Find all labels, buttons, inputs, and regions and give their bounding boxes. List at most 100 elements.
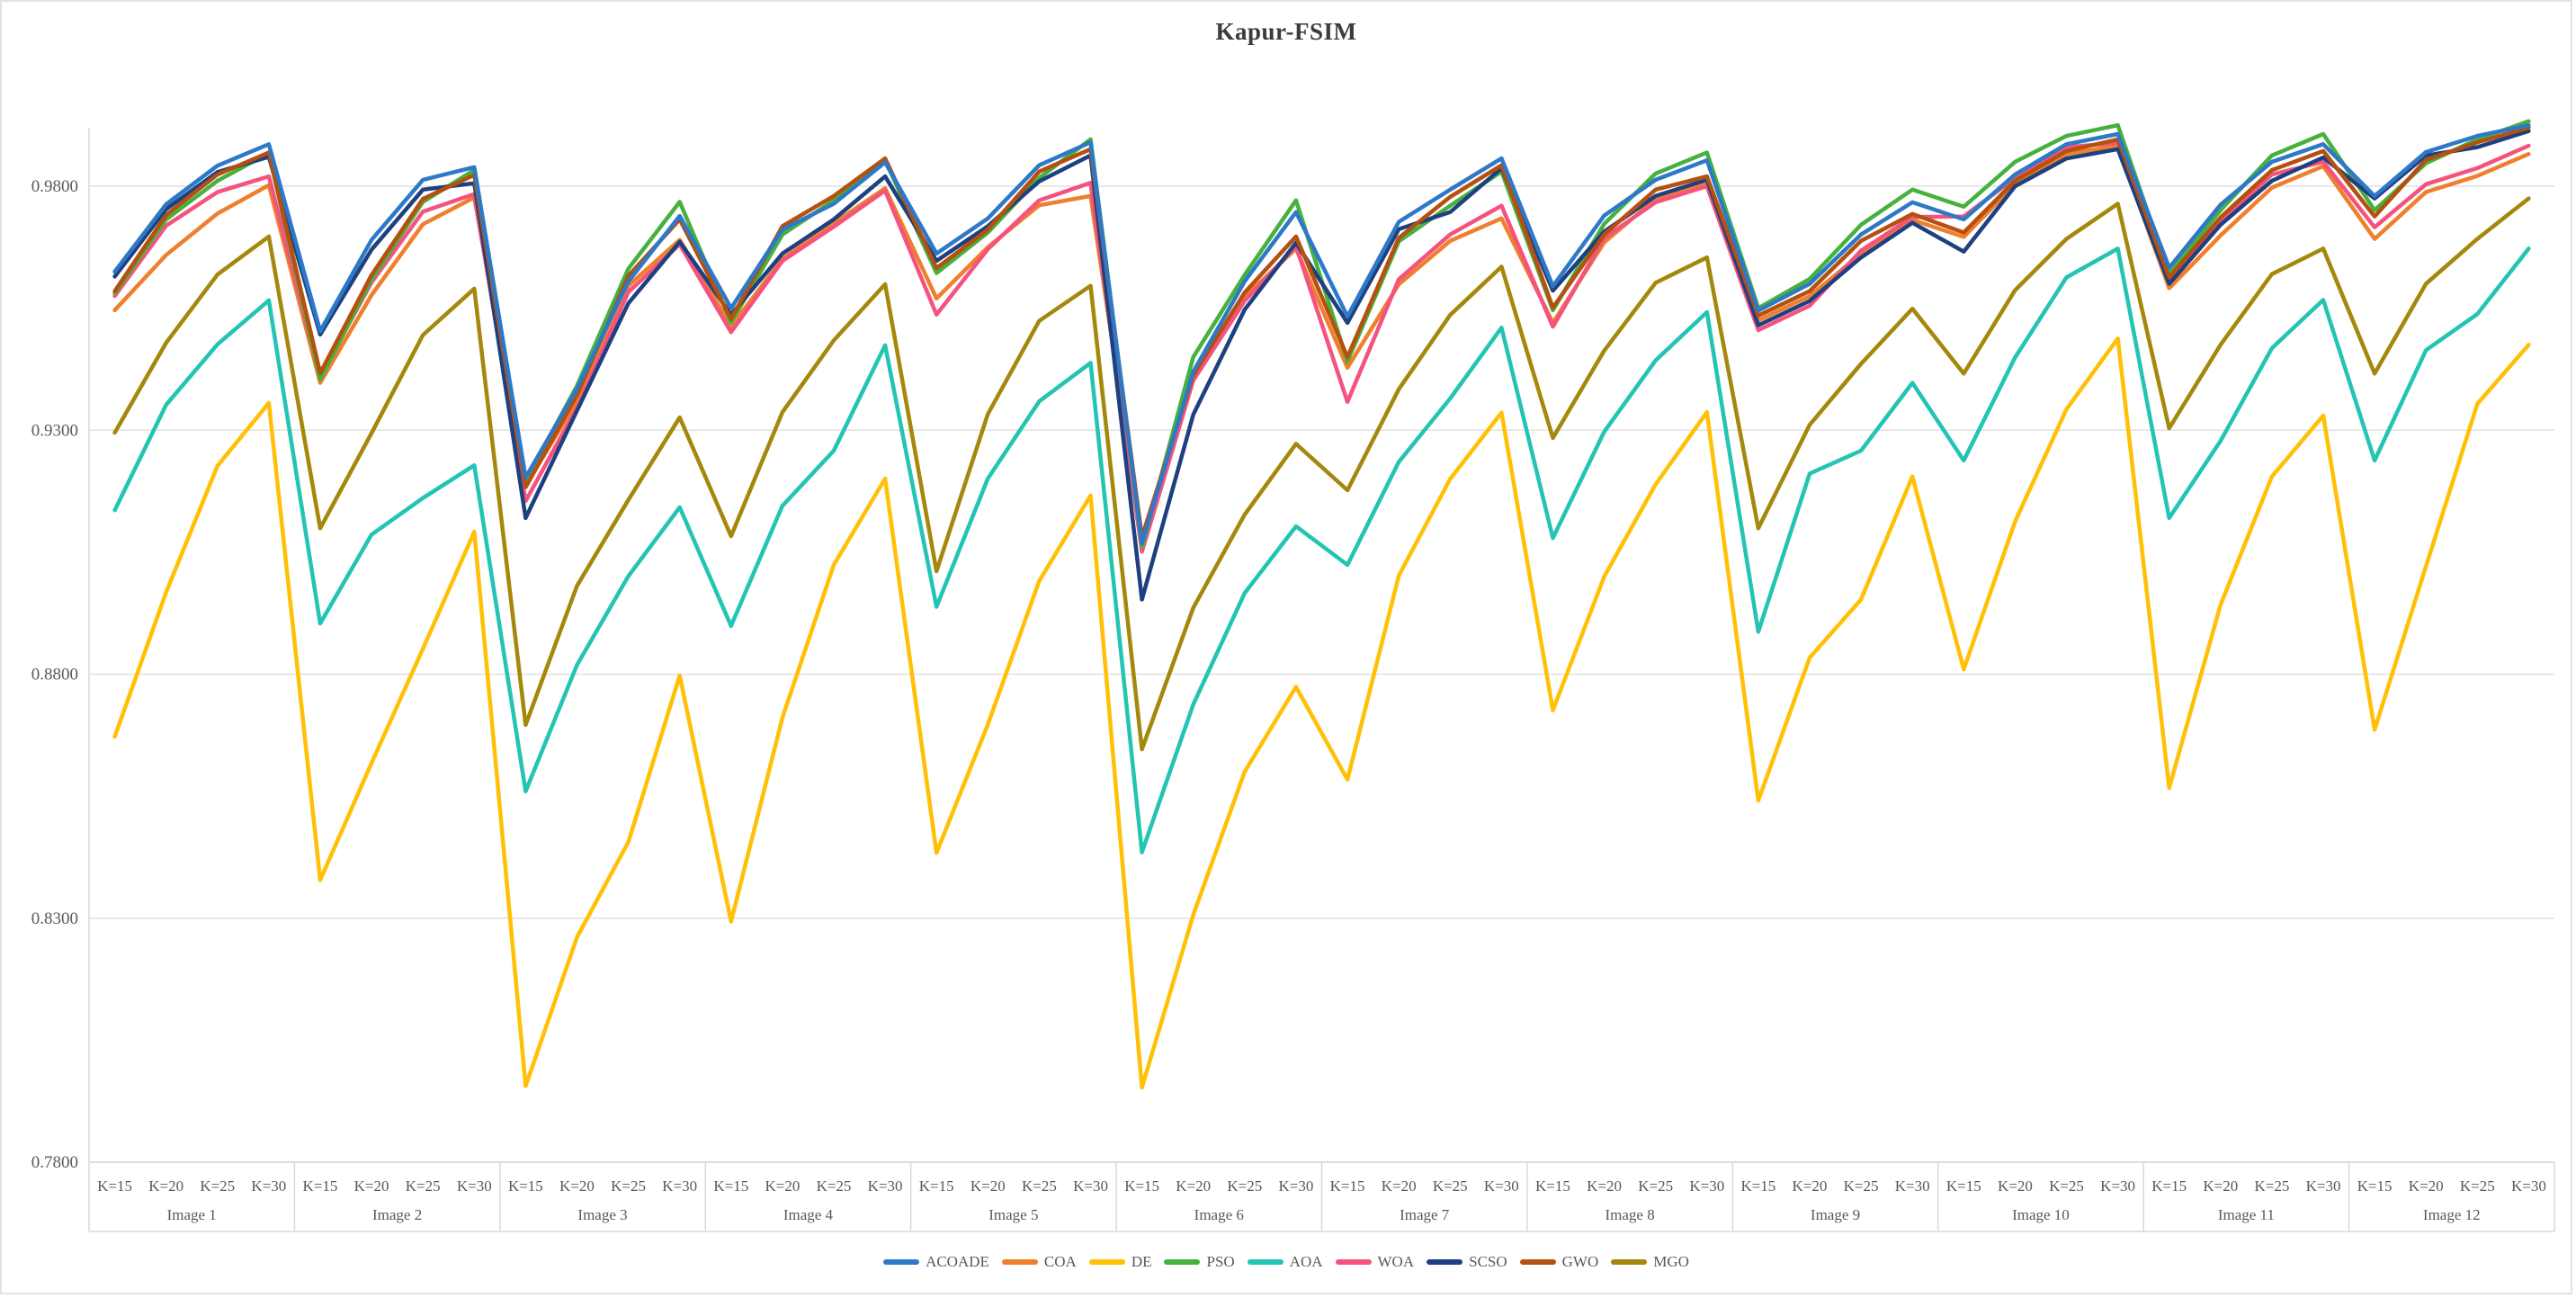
legend-item-SCSO[interactable]: SCSO [1427, 1253, 1507, 1271]
y-tick-label: 0.7800 [31, 1153, 78, 1172]
k-tick-label: K=25 [1227, 1177, 1262, 1195]
group-label: Image 4 [783, 1206, 834, 1223]
k-tick-label: K=15 [1946, 1177, 1981, 1195]
group-label: Image 7 [1400, 1206, 1450, 1223]
k-tick-label: K=15 [919, 1177, 954, 1195]
k-tick-label: K=25 [200, 1177, 235, 1195]
chart-title: Kapur-FSIM [1215, 18, 1357, 45]
group-label: Image 11 [2218, 1206, 2275, 1223]
series-line-ACOADE [112, 122, 2531, 546]
k-tick-label: K=30 [1279, 1177, 1314, 1195]
k-tick-label: K=15 [1535, 1177, 1570, 1195]
k-tick-label: K=25 [406, 1177, 441, 1195]
group-label: Image 12 [2423, 1206, 2481, 1223]
k-tick-label: K=30 [1689, 1177, 1724, 1195]
legend-swatch-icon [883, 1259, 920, 1265]
k-tick-label: K=20 [148, 1177, 183, 1195]
k-tick-label: K=25 [2460, 1177, 2495, 1195]
y-tick-label: 0.9800 [31, 177, 78, 196]
k-tick-label: K=20 [1587, 1177, 1622, 1195]
k-tick-label: K=25 [611, 1177, 646, 1195]
k-tick-label: K=20 [1793, 1177, 1828, 1195]
k-tick-label: K=30 [251, 1177, 286, 1195]
y-tick-label: 0.8300 [31, 909, 78, 928]
legend-swatch-icon [1427, 1259, 1463, 1265]
k-tick-label: K=20 [2409, 1177, 2444, 1195]
k-tick-label: K=30 [2100, 1177, 2135, 1195]
k-tick-label: K=30 [1484, 1177, 1519, 1195]
legend-label: DE [1131, 1253, 1152, 1270]
legend-label: SCSO [1469, 1253, 1507, 1270]
legend: ACOADE COA DE PSO AOA WOA SCSO GWO MGO [2, 1253, 2571, 1271]
k-tick-label: K=25 [1638, 1177, 1673, 1195]
series-line-MGO [112, 196, 2531, 752]
k-tick-label: K=30 [1073, 1177, 1108, 1195]
legend-swatch-icon [1519, 1259, 1556, 1265]
k-tick-label: K=25 [1844, 1177, 1879, 1195]
legend-label: MGO [1653, 1253, 1689, 1270]
group-label: Image 8 [1606, 1206, 1655, 1223]
k-tick-label: K=15 [1740, 1177, 1775, 1195]
k-tick-label: K=15 [1330, 1177, 1365, 1195]
group-label: Image 5 [988, 1206, 1038, 1223]
legend-label: COA [1043, 1253, 1077, 1270]
k-tick-label: K=20 [354, 1177, 389, 1195]
k-tick-label: K=30 [2306, 1177, 2341, 1195]
k-tick-label: K=30 [457, 1177, 492, 1195]
legend-item-COA[interactable]: COA [1001, 1253, 1077, 1271]
y-tick-label: 0.9300 [31, 421, 78, 440]
k-tick-label: K=25 [2254, 1177, 2289, 1195]
group-label: Image 1 [167, 1206, 217, 1223]
k-tick-label: K=15 [303, 1177, 338, 1195]
k-tick-label: K=15 [2151, 1177, 2187, 1195]
k-tick-label: K=25 [1433, 1177, 1468, 1195]
group-label: Image 2 [372, 1206, 422, 1223]
legend-item-GWO[interactable]: GWO [1519, 1253, 1599, 1271]
k-tick-label: K=25 [1022, 1177, 1057, 1195]
legend-item-ACOADE[interactable]: ACOADE [883, 1253, 989, 1271]
k-tick-label: K=15 [97, 1177, 132, 1195]
legend-swatch-icon [1335, 1259, 1372, 1265]
legend-label: AOA [1289, 1253, 1323, 1270]
legend-item-DE[interactable]: DE [1088, 1253, 1152, 1271]
k-tick-label: K=20 [1176, 1177, 1211, 1195]
k-tick-label: K=20 [765, 1177, 800, 1195]
legend-label: GWO [1561, 1253, 1599, 1270]
legend-swatch-icon [1247, 1259, 1284, 1265]
k-tick-label: K=30 [1895, 1177, 1930, 1195]
group-label: Image 6 [1194, 1206, 1244, 1223]
k-tick-label: K=20 [559, 1177, 595, 1195]
k-tick-label: K=20 [970, 1177, 1006, 1195]
legend-item-MGO[interactable]: MGO [1611, 1253, 1689, 1271]
series-line-DE [112, 336, 2531, 1090]
y-tick-label: 0.8800 [31, 666, 78, 685]
group-label: Image 3 [577, 1206, 627, 1223]
k-tick-label: K=25 [2049, 1177, 2084, 1195]
legend-item-WOA[interactable]: WOA [1335, 1253, 1415, 1271]
k-tick-label: K=30 [662, 1177, 697, 1195]
legend-label: WOA [1377, 1253, 1415, 1270]
k-tick-label: K=15 [2357, 1177, 2393, 1195]
k-tick-label: K=25 [817, 1177, 852, 1195]
legend-item-AOA[interactable]: AOA [1247, 1253, 1323, 1271]
k-tick-label: K=20 [1382, 1177, 1417, 1195]
k-tick-label: K=30 [2511, 1177, 2546, 1195]
series-line-AOA [112, 246, 2531, 855]
legend-item-PSO[interactable]: PSO [1164, 1253, 1235, 1271]
k-tick-label: K=20 [2203, 1177, 2238, 1195]
k-tick-label: K=15 [713, 1177, 748, 1195]
legend-label: PSO [1206, 1253, 1235, 1270]
k-tick-label: K=15 [1124, 1177, 1159, 1195]
legend-swatch-icon [1611, 1259, 1648, 1265]
k-tick-label: K=30 [868, 1177, 903, 1195]
legend-swatch-icon [1088, 1259, 1125, 1265]
group-label: Image 10 [2012, 1206, 2070, 1223]
legend-swatch-icon [1001, 1259, 1038, 1265]
k-tick-label: K=15 [508, 1177, 543, 1195]
legend-label: ACOADE [926, 1253, 989, 1270]
series-line-SCSO [112, 129, 2531, 602]
group-label: Image 9 [1811, 1206, 1860, 1223]
legend-swatch-icon [1164, 1259, 1201, 1265]
